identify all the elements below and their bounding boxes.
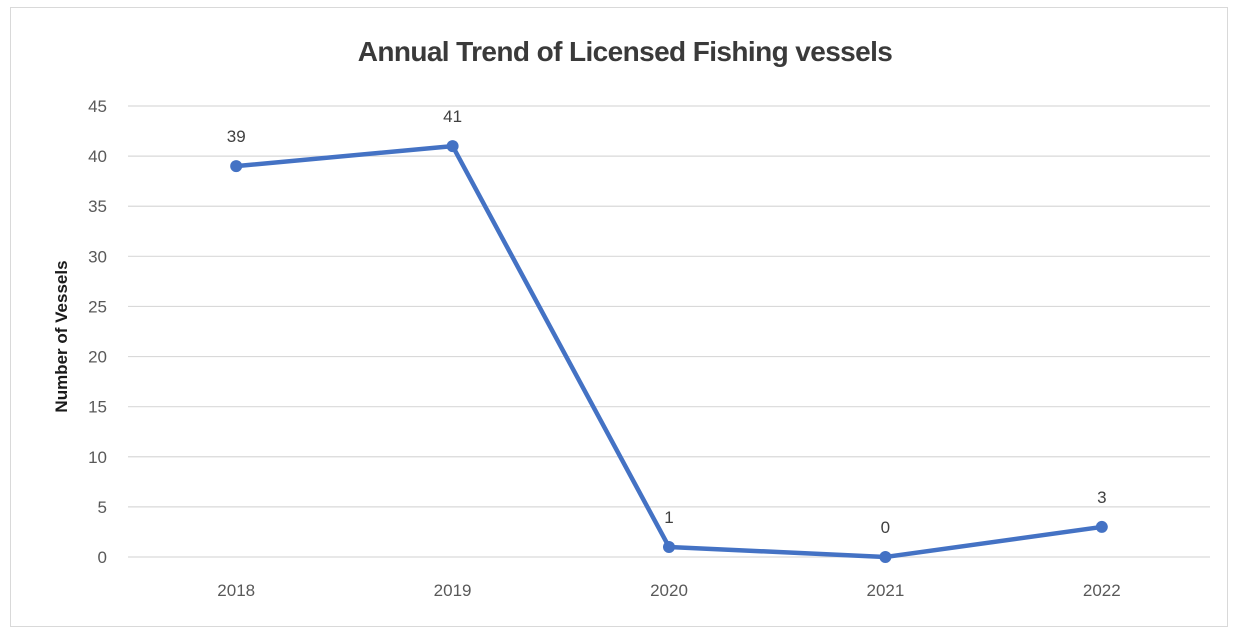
data-labels: 39 41 1 0 3 bbox=[227, 107, 1107, 537]
y-tick-label: 5 bbox=[98, 498, 107, 517]
data-point bbox=[1095, 520, 1108, 533]
data-label: 39 bbox=[227, 127, 246, 146]
data-label: 3 bbox=[1097, 488, 1106, 507]
y-tick-label: 0 bbox=[98, 548, 107, 567]
data-point bbox=[230, 160, 243, 173]
y-tick-label: 10 bbox=[88, 448, 107, 467]
y-tick-label: 45 bbox=[88, 97, 107, 116]
y-tick-label: 35 bbox=[88, 197, 107, 216]
y-tick-label: 25 bbox=[88, 297, 107, 316]
y-tick-label: 40 bbox=[88, 147, 107, 166]
chart-frame bbox=[10, 7, 1228, 627]
data-label: 0 bbox=[881, 518, 890, 537]
series-layer bbox=[230, 140, 1108, 563]
x-axis-ticks: 2018 2019 2020 2021 2022 bbox=[217, 581, 1120, 600]
x-tick-label: 2022 bbox=[1083, 581, 1121, 600]
y-axis-ticks: 0 5 10 15 20 25 30 35 40 45 bbox=[88, 97, 107, 567]
y-tick-label: 15 bbox=[88, 398, 107, 417]
x-tick-label: 2018 bbox=[217, 581, 255, 600]
data-label: 1 bbox=[664, 508, 673, 527]
chart-title: Annual Trend of Licensed Fishing vessels bbox=[357, 36, 893, 67]
gridlines bbox=[128, 105, 1210, 558]
x-tick-label: 2020 bbox=[650, 581, 688, 600]
x-tick-label: 2019 bbox=[434, 581, 472, 600]
y-tick-label: 30 bbox=[88, 247, 107, 266]
y-tick-label: 20 bbox=[88, 348, 107, 367]
data-label: 41 bbox=[443, 107, 462, 126]
x-tick-label: 2021 bbox=[866, 581, 904, 600]
data-point bbox=[446, 140, 459, 153]
data-point bbox=[879, 551, 892, 563]
series-line bbox=[233, 143, 1105, 560]
data-point bbox=[663, 540, 675, 553]
y-axis-title: Number of Vessels bbox=[52, 260, 71, 412]
